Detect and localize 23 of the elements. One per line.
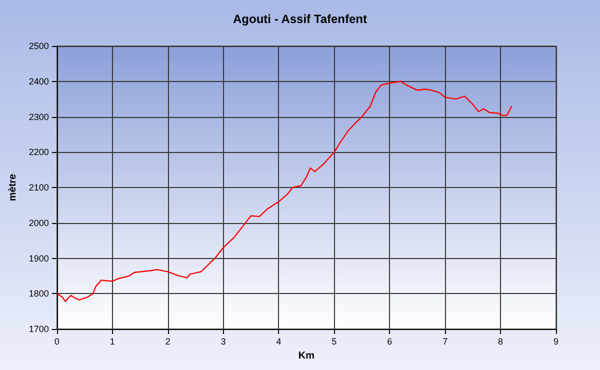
y-tick-label: 2000: [28, 218, 49, 228]
x-tick-label: 8: [498, 336, 504, 346]
x-tick-label: 6: [387, 336, 392, 346]
y-tick-label: 2500: [28, 41, 49, 51]
x-axis-title: Km: [298, 350, 315, 362]
x-tick-label: 2: [165, 336, 170, 346]
y-axis-title: mètre: [8, 173, 18, 202]
y-tick-label: 2100: [28, 182, 49, 192]
x-tick-label: 7: [442, 336, 448, 346]
x-tick-label: 3: [220, 336, 226, 346]
x-tick-label: 1: [110, 336, 115, 346]
x-tick-label: 4: [276, 336, 282, 346]
y-tick-label: 2300: [28, 112, 49, 122]
y-tick-label: 1900: [28, 253, 49, 264]
x-tick-label: 9: [553, 336, 559, 346]
y-tick-label: 1800: [28, 288, 49, 299]
y-tick-label: 1700: [28, 324, 49, 334]
chart-title: Agouti - Assif Tafenfent: [233, 12, 367, 26]
x-tick-label: 5: [332, 336, 337, 346]
x-tick-label: 0: [54, 336, 60, 346]
line-series: [56, 80, 512, 302]
y-tick-label: 2200: [28, 147, 49, 158]
y-tick-label: 2400: [28, 76, 49, 86]
